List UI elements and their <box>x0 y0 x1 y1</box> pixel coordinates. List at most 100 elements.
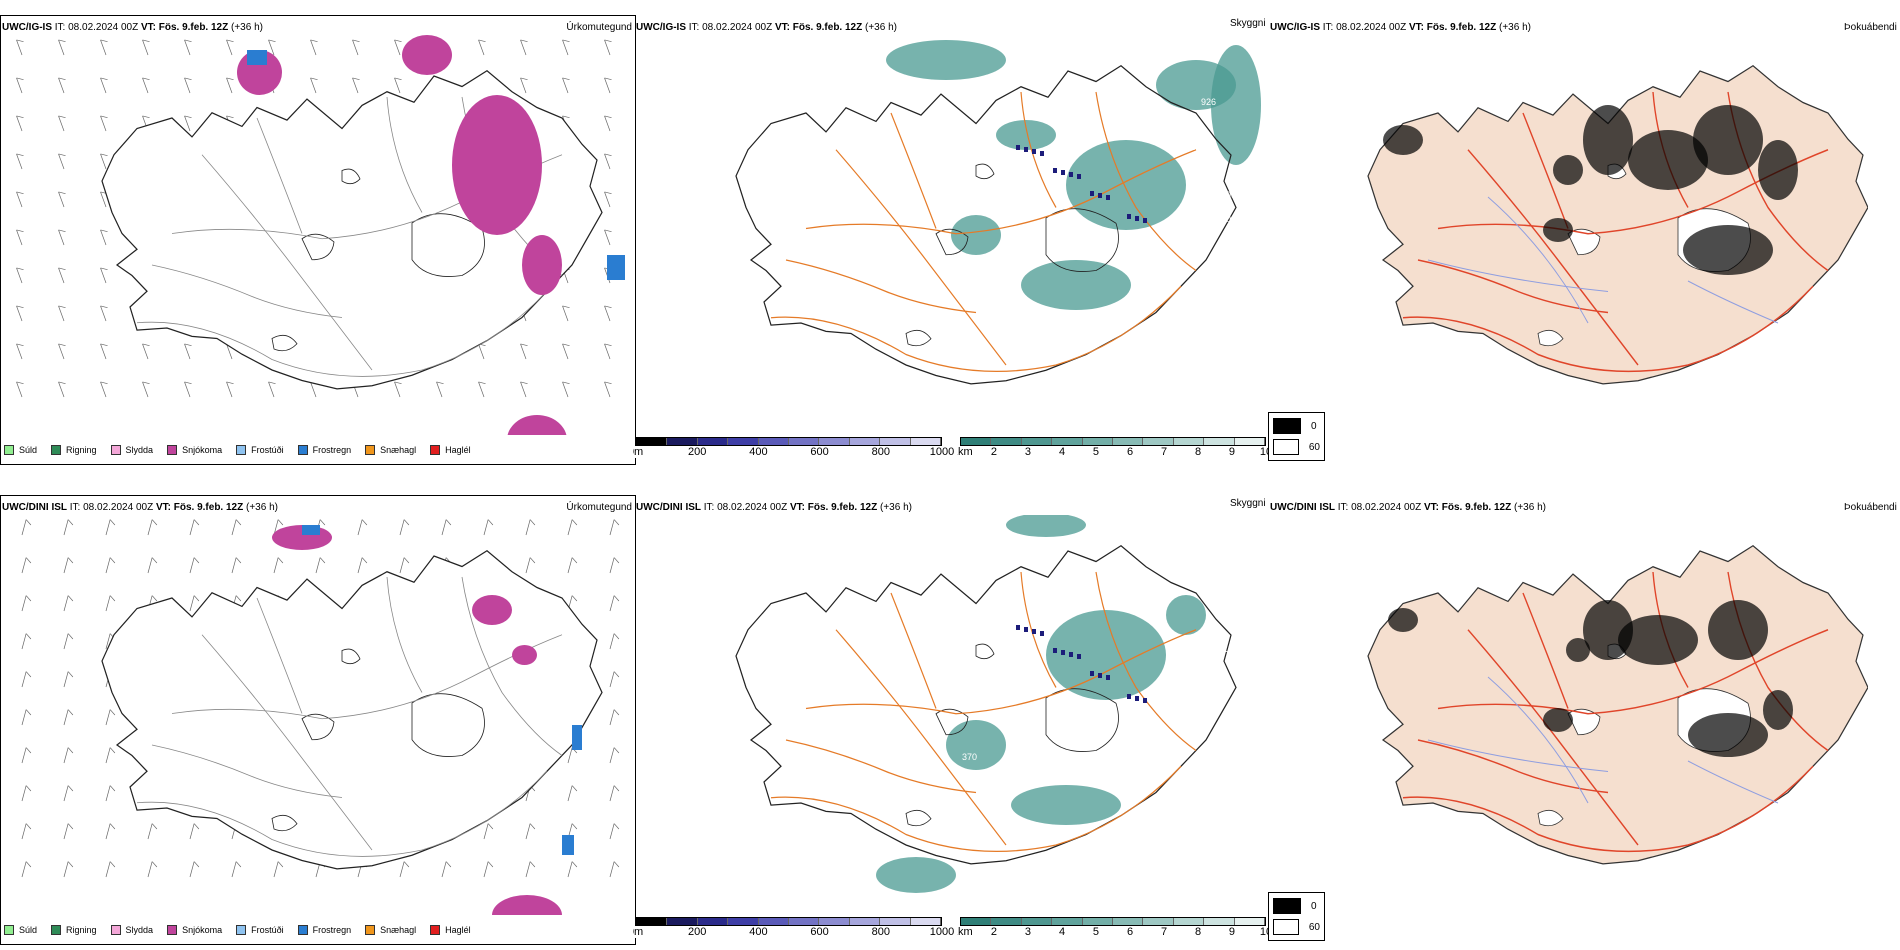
very-low-visibility-speck <box>1032 149 1036 154</box>
vt-value: Fös. 9.feb. 12Z <box>1441 502 1512 513</box>
panel-title: Úrkomutegund <box>566 22 632 33</box>
legend-label: Frostúði <box>251 925 284 935</box>
river <box>1687 280 1779 324</box>
legend-item: Súld <box>4 925 37 935</box>
very-low-visibility-speck <box>1061 650 1065 655</box>
snow-area <box>522 235 562 295</box>
visibility-value-label: 385 <box>1049 709 1064 719</box>
visibility-scale-km: 12345678910km <box>957 437 1272 460</box>
legend-swatch <box>430 925 441 935</box>
snow-area <box>472 595 512 625</box>
coastline <box>101 549 603 870</box>
road <box>1467 629 1639 846</box>
it-label: IT: <box>1337 502 1349 513</box>
road <box>386 576 423 693</box>
very-low-visibility-speck <box>1053 168 1057 173</box>
glacier-outline <box>411 693 485 757</box>
vt-value: Fös. 9.feb. 12Z <box>173 502 244 513</box>
very-low-visibility-speck <box>1077 654 1081 659</box>
legend-item: Frostregn <box>297 925 351 935</box>
road <box>1095 571 1197 752</box>
colorbar-cell <box>1021 918 1053 925</box>
legend-label: Rigning <box>66 445 97 455</box>
legend-item: Súld <box>4 445 37 455</box>
vt-label: VT: <box>789 502 805 513</box>
colorbar-cell <box>789 438 820 445</box>
fog-map <box>1367 64 1868 385</box>
legend-swatch <box>4 925 14 935</box>
very-low-visibility-speck <box>1024 147 1028 152</box>
panel-precip-bottom: UWC/DINI ISL IT: 08.02.2024 00Z VT: Fös.… <box>0 490 636 945</box>
panel-title: Þokuábendi <box>1844 22 1897 33</box>
very-low-visibility-speck <box>1090 671 1094 676</box>
colorbar <box>636 917 942 926</box>
very-low-visibility-speck <box>1098 193 1102 198</box>
colorbar-tick-label: 6 <box>1126 446 1134 458</box>
glacier-outline <box>935 708 969 736</box>
road <box>256 117 303 234</box>
freezing-rain-area <box>572 725 582 750</box>
colorbar-cell <box>758 438 790 445</box>
fog-indicator-area <box>1543 218 1573 242</box>
low-visibility-area <box>1011 785 1121 825</box>
legend-swatch <box>236 925 247 935</box>
freezing-rain-area <box>562 835 574 855</box>
visibility-map: 926 345 296 170 705 703 96 260 225 34 <box>735 40 1261 385</box>
low-visibility-area <box>1166 595 1206 635</box>
colorbar-cell <box>637 918 668 925</box>
colorbar-cell <box>789 918 820 925</box>
visibility-value-label: 225 <box>956 267 971 277</box>
legend-label: Rigning <box>66 925 97 935</box>
visibility-value-label: 170 <box>1201 177 1216 187</box>
colorbar-ticks: 12345678910 <box>957 926 1272 940</box>
panel-header: UWC/DINI ISL IT: 08.02.2024 00Z VT: Fös.… <box>2 502 278 513</box>
colorbar-tick-label: 1000 <box>929 926 955 938</box>
road <box>256 597 303 714</box>
colorbar-tick-label: 5 <box>1092 926 1100 938</box>
colorbar-tick-label: 7 <box>1160 926 1168 938</box>
it-value: 08.02.2024 00Z <box>1351 502 1422 513</box>
legend-item: Snjókoma <box>167 445 222 455</box>
colorbar-cell <box>697 438 729 445</box>
legend-swatch <box>365 445 376 455</box>
fog-indicator-area <box>1543 708 1573 732</box>
road <box>1467 149 1639 366</box>
vt-label: VT: <box>1408 22 1424 33</box>
freezing-rain-area <box>247 50 267 65</box>
colorbar-tick-label: 400 <box>749 926 768 938</box>
colorbar-cell <box>1234 438 1266 445</box>
very-low-visibility-speck <box>1106 195 1110 200</box>
fog-legend-swatch <box>1273 898 1301 914</box>
road <box>151 744 343 798</box>
lead-time: (+36 h) <box>865 22 897 33</box>
road <box>151 264 343 318</box>
road <box>1437 629 1829 715</box>
fog-legend-label: 0 <box>1311 420 1317 432</box>
panel-header: UWC/IG-IS IT: 08.02.2024 00Z VT: Fös. 9.… <box>636 22 897 33</box>
fog-legend-label: 0 <box>1311 900 1317 912</box>
colorbar-cell <box>991 438 1022 445</box>
river <box>1687 760 1779 804</box>
glacier-outline <box>1567 228 1601 256</box>
road <box>805 149 1197 235</box>
legend-label: Súld <box>19 925 38 935</box>
colorbar-tick-label: 600 <box>810 926 829 938</box>
low-visibility-area <box>1211 45 1261 165</box>
road <box>1417 739 1609 794</box>
coastline <box>735 544 1237 865</box>
legend-swatch <box>365 925 376 935</box>
legend-item: Haglél <box>430 925 471 935</box>
panel-header: UWC/IG-IS IT: 08.02.2024 00Z VT: Fös. 9.… <box>1270 22 1531 33</box>
colorbar-cell <box>1052 438 1083 445</box>
road <box>386 96 423 213</box>
colorbar-tick-label: 200 <box>688 926 707 938</box>
legend-item: Rigning <box>51 925 97 935</box>
road <box>835 149 1007 366</box>
fog-indicator-area <box>1693 105 1763 175</box>
very-low-visibility-speck <box>1143 218 1147 223</box>
it-value: 08.02.2024 00Z <box>83 502 154 513</box>
very-low-visibility-speck <box>1098 673 1102 678</box>
